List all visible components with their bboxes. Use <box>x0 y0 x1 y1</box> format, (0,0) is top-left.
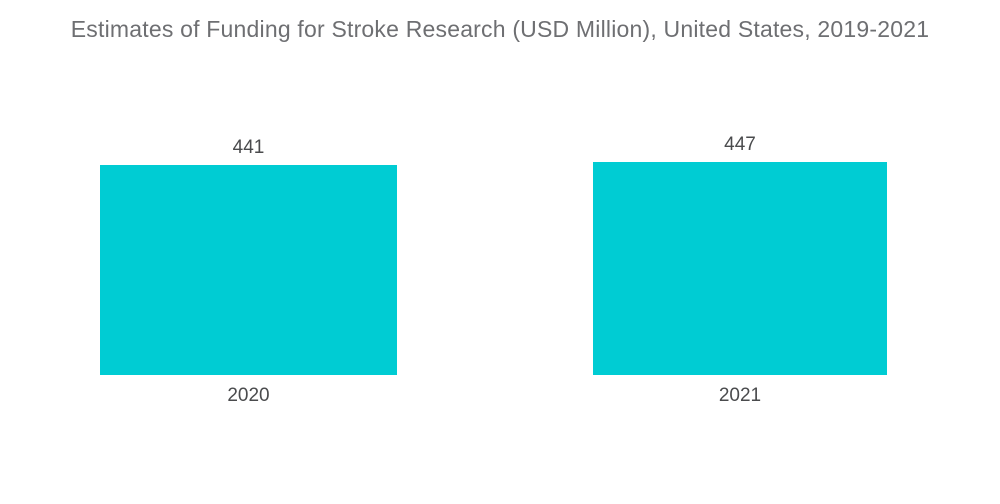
bar-2020 <box>100 165 397 375</box>
bar-2021 <box>593 162 887 375</box>
value-label-2020: 441 <box>232 137 265 158</box>
chart-title: Estimates of Funding for Stroke Research… <box>70 16 930 42</box>
bar-stack: 441 <box>100 0 397 375</box>
category-label-2021: 2021 <box>718 385 762 406</box>
category-label-2020: 2020 <box>227 385 270 406</box>
bar-group-2021: 447 2021 <box>593 0 887 407</box>
bar-group-2020: 441 2020 <box>100 0 397 407</box>
value-label-2021: 447 <box>724 134 756 155</box>
bar-stack: 447 <box>593 0 887 375</box>
